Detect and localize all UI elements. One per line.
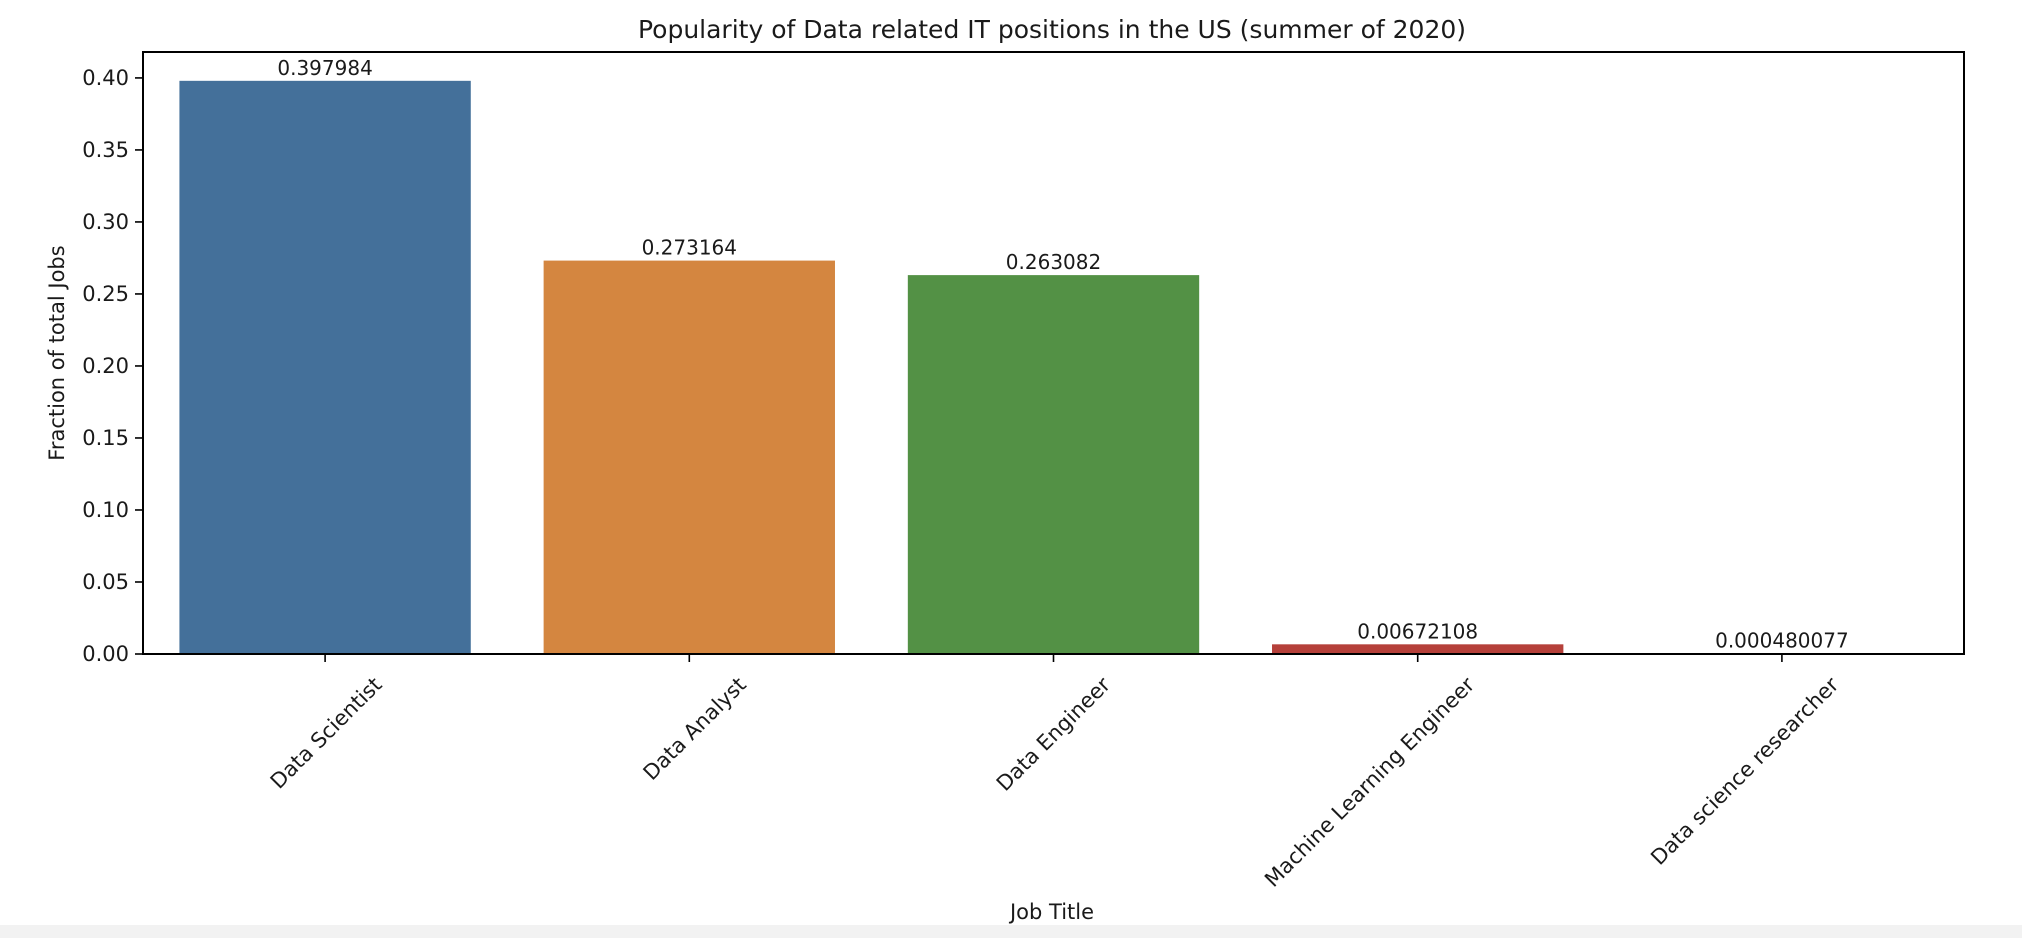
x-axis-label: Job Title bbox=[1008, 900, 1094, 924]
y-axis-label: Fraction of total Jobs bbox=[45, 245, 69, 460]
bar-1 bbox=[543, 260, 835, 654]
x-tick-label-2: Data Engineer bbox=[992, 672, 1116, 796]
bar-value-label-2: 0.263082 bbox=[1006, 250, 1101, 274]
x-tick-label-0: Data Scientist bbox=[266, 673, 387, 794]
value-labels-group: 0.397984 0.273164 0.263082 0.00672108 0.0004… bbox=[277, 56, 1848, 652]
x-tick-label-1: Data Analyst bbox=[639, 673, 751, 785]
bar-value-label-3: 0.00672108 bbox=[1357, 619, 1478, 643]
bar-value-label-1: 0.273164 bbox=[642, 236, 737, 260]
y-tick-label-4: 0.20 bbox=[82, 354, 129, 378]
y-tick-label-5: 0.25 bbox=[82, 282, 129, 306]
y-tick-label-6: 0.30 bbox=[82, 210, 129, 234]
bars-group bbox=[179, 80, 1928, 654]
x-tick-label-3: Machine Learning Engineer bbox=[1260, 672, 1479, 891]
x-axis: Data Scientist Data Analyst Data Engineer M… bbox=[266, 654, 1844, 892]
bottom-strip bbox=[0, 925, 2022, 938]
chart-title: Popularity of Data related IT positions … bbox=[638, 15, 1466, 44]
y-tick-label-7: 0.35 bbox=[82, 138, 129, 162]
x-tick-label-4: Data science researcher bbox=[1646, 672, 1843, 869]
y-tick-label-1: 0.05 bbox=[82, 570, 129, 594]
y-tick-label-8: 0.40 bbox=[82, 66, 129, 90]
y-tick-label-2: 0.10 bbox=[82, 498, 129, 522]
bar-0 bbox=[179, 80, 471, 654]
y-tick-label-0: 0.00 bbox=[82, 642, 129, 666]
bar-3 bbox=[1272, 644, 1564, 654]
bar-value-label-4: 0.000480077 bbox=[1715, 628, 1849, 652]
bar-value-label-0: 0.397984 bbox=[277, 56, 372, 80]
bar-2 bbox=[907, 275, 1200, 654]
y-tick-label-3: 0.15 bbox=[82, 426, 129, 450]
y-axis: 0.00 0.05 0.10 0.15 0.20 0.25 0.30 0.35 0.40 bbox=[82, 66, 143, 666]
